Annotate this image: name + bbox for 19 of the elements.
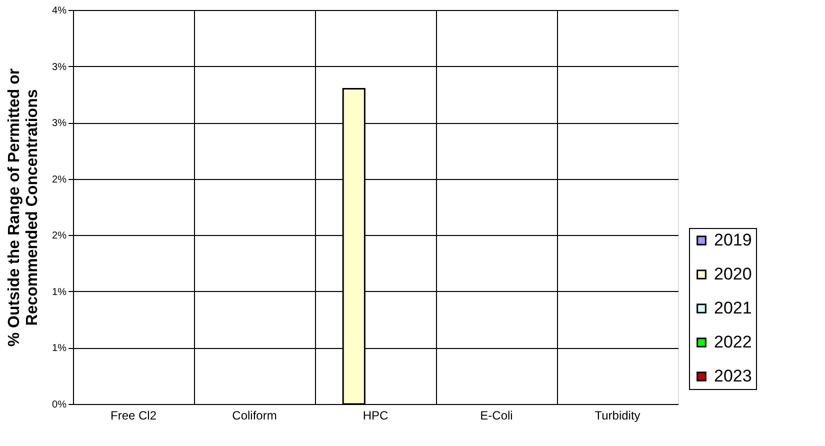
x-tick-label: HPC [362,408,388,422]
x-tick-label: E-Coli [480,408,513,422]
y-tick-label: 2% [52,230,67,242]
legend-label: 2021 [714,298,752,318]
y-tick-label: 3% [52,118,67,130]
y-tick-label: 2% [52,174,67,186]
y-tick-label: 1% [52,343,67,354]
legend-label: 2022 [714,332,752,352]
legend-label: 2020 [714,264,752,284]
y-tick-label: 0% [52,400,67,410]
x-tick-label: Coliform [232,408,277,422]
y-tick-label: 3% [52,62,67,73]
y-axis-title: % Outside the Range of Permitted or Recommended Concentrations [6,68,42,347]
legend-label: 2019 [714,230,752,250]
legend-label: 2023 [714,366,752,386]
x-tick-label: Free Cl2 [110,408,157,422]
y-tick-label: 4% [52,6,67,16]
x-tick-label: Turbidity [594,408,640,422]
y-tick-label: 1% [52,286,67,298]
